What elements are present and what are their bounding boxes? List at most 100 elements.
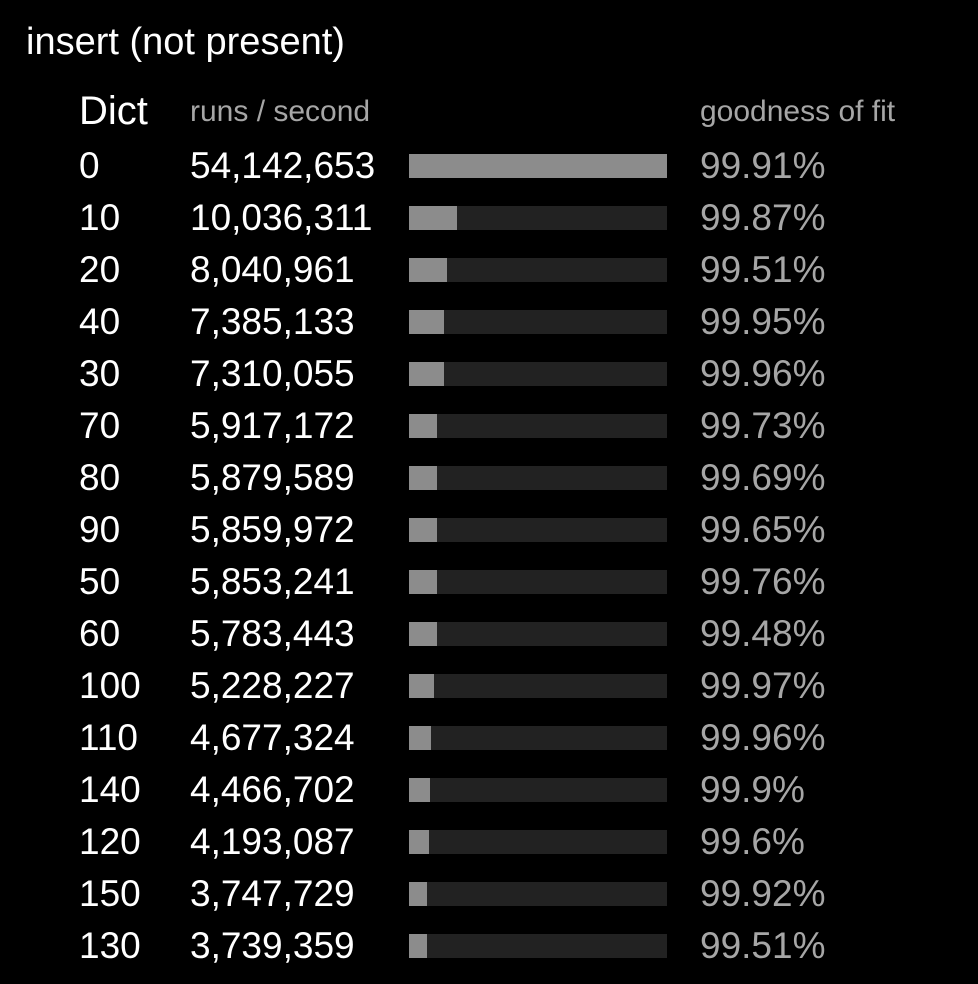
goodness-of-fit-label: 99.96%	[700, 353, 826, 394]
dict-size-label: 30	[79, 353, 121, 394]
goodness-of-fit-label: 99.73%	[700, 405, 826, 446]
runs-per-second-label: 7,385,133	[190, 301, 355, 342]
chart-title: insert (not present)	[26, 21, 345, 63]
bar-track	[409, 778, 667, 802]
goodness-of-fit-label: 99.95%	[700, 301, 826, 342]
runs-per-second-label: 7,310,055	[190, 353, 355, 394]
chart-row: 110 4,677,324 99.96%	[0, 712, 978, 764]
bar-track	[409, 206, 667, 230]
bar-track	[409, 726, 667, 750]
chart-row: 130 3,739,359 99.51%	[0, 920, 978, 972]
goodness-of-fit-label: 99.48%	[700, 613, 826, 654]
bar-track	[409, 622, 667, 646]
bar	[409, 258, 447, 282]
goodness-of-fit-label: 99.92%	[700, 873, 826, 914]
chart-row: 150 3,747,729 99.92%	[0, 868, 978, 920]
runs-per-second-label: 10,036,311	[190, 197, 373, 238]
bar-track	[409, 154, 667, 178]
runs-per-second-label: 3,747,729	[190, 873, 355, 914]
goodness-of-fit-label: 99.51%	[700, 249, 826, 290]
runs-per-second-label: 3,739,359	[190, 925, 355, 966]
dict-size-label: 110	[79, 717, 138, 758]
dict-size-label: 10	[79, 197, 121, 238]
chart-row: 10 10,036,311 99.87%	[0, 192, 978, 244]
dict-size-label: 80	[79, 457, 121, 498]
dict-column-header: Dict	[79, 89, 148, 133]
bar-track	[409, 570, 667, 594]
bar-track	[409, 934, 667, 958]
bar-track	[409, 310, 667, 334]
dict-size-label: 150	[79, 873, 141, 914]
chart-row: 40 7,385,133 99.95%	[0, 296, 978, 348]
column-header-row: Dict runs / second goodness of fit	[0, 86, 978, 138]
runs-per-second-label: 5,853,241	[190, 561, 355, 602]
runs-per-second-label: 54,142,653	[190, 145, 376, 186]
dict-size-label: 90	[79, 509, 121, 550]
chart-row: 80 5,879,589 99.69%	[0, 452, 978, 504]
bar-track	[409, 882, 667, 906]
bar-track	[409, 518, 667, 542]
runs-per-second-label: 5,859,972	[190, 509, 355, 550]
runs-per-second-label: 5,783,443	[190, 613, 355, 654]
goodness-of-fit-label: 99.9%	[700, 769, 805, 810]
goodness-of-fit-label: 99.6%	[700, 821, 805, 862]
runs-per-second-column-header: runs / second	[190, 95, 371, 128]
dict-size-label: 140	[79, 769, 141, 810]
chart-row: 60 5,783,443 99.48%	[0, 608, 978, 660]
runs-per-second-label: 4,193,087	[190, 821, 355, 862]
dict-size-label: 50	[79, 561, 121, 602]
bar-track	[409, 830, 667, 854]
chart-row: 70 5,917,172 99.73%	[0, 400, 978, 452]
goodness-of-fit-column-header: goodness of fit	[700, 95, 896, 128]
bar	[409, 206, 457, 230]
bar	[409, 882, 427, 906]
bar	[409, 830, 429, 854]
dict-size-label: 120	[79, 821, 141, 862]
bar	[409, 518, 437, 542]
runs-per-second-label: 4,466,702	[190, 769, 355, 810]
bar	[409, 674, 434, 698]
goodness-of-fit-label: 99.69%	[700, 457, 826, 498]
bar	[409, 310, 444, 334]
dict-size-label: 100	[79, 665, 141, 706]
bar	[409, 622, 437, 646]
chart-row: 30 7,310,055 99.96%	[0, 348, 978, 400]
goodness-of-fit-label: 99.76%	[700, 561, 826, 602]
dict-size-label: 70	[79, 405, 121, 446]
dict-size-label: 130	[79, 925, 141, 966]
bar-track	[409, 414, 667, 438]
bar-track	[409, 362, 667, 386]
bar	[409, 934, 427, 958]
bar	[409, 154, 667, 178]
runs-per-second-label: 4,677,324	[190, 717, 355, 758]
chart-row: 20 8,040,961 99.51%	[0, 244, 978, 296]
runs-per-second-label: 5,879,589	[190, 457, 355, 498]
goodness-of-fit-label: 99.97%	[700, 665, 826, 706]
chart-row: 0 54,142,653 99.91%	[0, 140, 978, 192]
bar	[409, 726, 431, 750]
bar-track	[409, 466, 667, 490]
chart-row: 90 5,859,972 99.65%	[0, 504, 978, 556]
bar	[409, 414, 437, 438]
dict-size-label: 60	[79, 613, 121, 654]
goodness-of-fit-label: 99.87%	[700, 197, 826, 238]
bar	[409, 778, 430, 802]
bar	[409, 362, 444, 386]
runs-per-second-label: 5,917,172	[190, 405, 355, 446]
goodness-of-fit-label: 99.96%	[700, 717, 826, 758]
bar-track	[409, 258, 667, 282]
bar	[409, 570, 437, 594]
goodness-of-fit-label: 99.91%	[700, 145, 826, 186]
dict-size-label: 40	[79, 301, 121, 342]
dict-size-label: 0	[79, 145, 100, 186]
dict-size-label: 20	[79, 249, 121, 290]
runs-per-second-label: 8,040,961	[190, 249, 355, 290]
chart-row: 100 5,228,227 99.97%	[0, 660, 978, 712]
chart-row: 120 4,193,087 99.6%	[0, 816, 978, 868]
goodness-of-fit-label: 99.65%	[700, 509, 826, 550]
goodness-of-fit-label: 99.51%	[700, 925, 826, 966]
chart-row: 140 4,466,702 99.9%	[0, 764, 978, 816]
runs-per-second-label: 5,228,227	[190, 665, 355, 706]
chart-row: 50 5,853,241 99.76%	[0, 556, 978, 608]
bar-track	[409, 674, 667, 698]
